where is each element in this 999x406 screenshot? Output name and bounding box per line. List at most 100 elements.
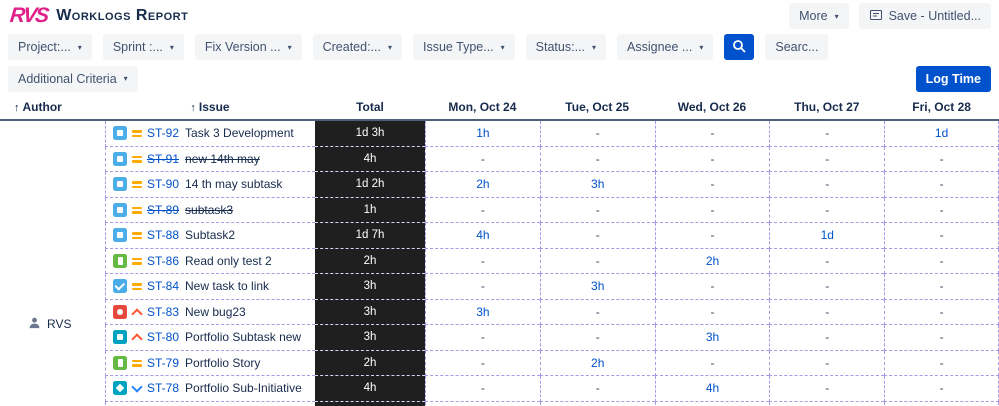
day-cell[interactable]: 3h	[539, 172, 655, 198]
issue-key-link[interactable]: ST-80	[147, 330, 180, 345]
day-cell[interactable]: -	[884, 350, 999, 376]
day-cell[interactable]: -	[769, 350, 885, 376]
day-cell[interactable]: -	[769, 197, 885, 223]
day-cell[interactable]: -	[425, 146, 540, 172]
day-cell[interactable]: -	[769, 172, 885, 198]
table-body: ST-92 Task 3 Development 1d 3h 1h - - - …	[0, 121, 999, 406]
day-cell[interactable]: -	[654, 146, 770, 172]
day-cell[interactable]: -	[425, 197, 540, 223]
issue-type-icon	[113, 126, 127, 141]
additional-criteria-button[interactable]: Additional Criteria ▾	[8, 65, 138, 92]
issue-key-link[interactable]: ST-88	[147, 228, 180, 243]
day-cell[interactable]: -	[769, 274, 885, 300]
chevron-down-icon: ▾	[592, 42, 597, 52]
day-cell[interactable]: -	[654, 197, 770, 223]
day-cell[interactable]: -	[769, 325, 885, 351]
day-cell[interactable]: -	[539, 376, 655, 402]
filter-label: Sprint :...	[112, 40, 163, 54]
day-cell[interactable]: -	[654, 223, 770, 249]
priority-icon	[131, 178, 143, 190]
day-cell[interactable]: -	[539, 121, 655, 147]
column-header-total: Total	[356, 100, 384, 114]
priority-icon	[131, 153, 143, 165]
filter-dropdown-button[interactable]: Created:... ▾	[312, 34, 402, 60]
day-cell[interactable]: -	[884, 197, 999, 223]
day-cell[interactable]: -	[884, 146, 999, 172]
filter-dropdown-button[interactable]: Status:... ▾	[525, 34, 607, 60]
day-cell[interactable]: 2h	[425, 172, 540, 198]
save-button[interactable]: Save - Untitled...	[858, 3, 991, 29]
day-cell[interactable]: -	[539, 248, 655, 274]
issue-cell: ST-88 Subtask2	[105, 223, 315, 249]
filter-dropdown-button[interactable]: Sprint :... ▾	[102, 34, 184, 60]
column-header-issue[interactable]: ↑ Issue	[190, 100, 230, 114]
issue-key-link[interactable]: ST-89	[147, 202, 180, 217]
issue-key-link[interactable]: ST-78	[147, 381, 180, 396]
day-cell[interactable]: 4h	[425, 223, 540, 249]
priority-icon	[131, 255, 143, 267]
issue-cell: ST-86 Read only test 2	[105, 248, 315, 274]
day-cell[interactable]: 1h	[425, 121, 540, 147]
day-cell[interactable]: 4h	[654, 376, 770, 402]
issue-key-link[interactable]: ST-92	[147, 126, 180, 141]
issue-key-link[interactable]: ST-79	[147, 355, 180, 370]
day-cell[interactable]: -	[884, 299, 999, 325]
day-cell[interactable]: 2h	[539, 350, 655, 376]
search-button[interactable]	[724, 34, 755, 60]
day-cell[interactable]: 3h	[654, 325, 770, 351]
column-header-author[interactable]: ↑ Author	[14, 100, 62, 114]
table-row: ST-78 Portfolio Sub-Initiative 4h - - 4h…	[0, 376, 999, 402]
day-cell[interactable]: -	[539, 325, 655, 351]
day-cell[interactable]: -	[769, 121, 885, 147]
more-button[interactable]: More ▾	[789, 3, 849, 29]
filter-dropdown-button[interactable]: Project:... ▾	[8, 34, 92, 60]
day-cell[interactable]: -	[425, 376, 540, 402]
issue-cell: ST-91 new 14th may	[105, 146, 315, 172]
day-cell[interactable]: -	[425, 350, 540, 376]
day-cell[interactable]: -	[539, 197, 655, 223]
day-cell[interactable]: -	[884, 325, 999, 351]
day-cell[interactable]: -	[884, 274, 999, 300]
day-cell[interactable]: -	[884, 223, 999, 249]
day-cell[interactable]: -	[884, 172, 999, 198]
filter-dropdown-button[interactable]: Issue Type... ▾	[413, 34, 515, 60]
table-row: ST-83 New bug23 3h 3h - - - -	[0, 299, 999, 325]
issue-key-link[interactable]: ST-83	[147, 304, 180, 319]
day-cell[interactable]: -	[769, 376, 885, 402]
issue-key-link[interactable]: ST-90	[147, 177, 180, 192]
more-button-label: More	[799, 9, 828, 23]
priority-icon	[131, 331, 143, 343]
day-cell[interactable]: -	[884, 376, 999, 402]
issue-key-link[interactable]: ST-86	[147, 253, 180, 268]
day-cell[interactable]: -	[654, 350, 770, 376]
day-cell[interactable]: 3h	[425, 299, 540, 325]
issue-key-link[interactable]: ST-91	[147, 151, 180, 166]
filter-dropdown-button[interactable]: Assignee ... ▾	[617, 34, 714, 60]
day-cell[interactable]: -	[425, 248, 540, 274]
search-text-button[interactable]: Searc...	[765, 34, 829, 60]
table-row: ST-86 Read only test 2 2h - - 2h - -	[0, 248, 999, 274]
day-cell[interactable]: -	[769, 299, 885, 325]
day-cell[interactable]: -	[539, 223, 655, 249]
filter-dropdown-button[interactable]: Fix Version ... ▾	[194, 34, 302, 60]
save-icon	[869, 8, 883, 25]
day-cell[interactable]: -	[425, 274, 540, 300]
day-cell[interactable]: -	[425, 325, 540, 351]
day-cell[interactable]: -	[769, 146, 885, 172]
day-cell[interactable]: 1d	[769, 223, 885, 249]
day-cell[interactable]: 1d	[884, 121, 999, 147]
total-cell: 1d 2h	[315, 172, 425, 198]
priority-icon	[131, 280, 143, 292]
day-cell[interactable]: -	[539, 146, 655, 172]
issue-key-link[interactable]: ST-84	[147, 279, 180, 294]
day-cell[interactable]: -	[654, 274, 770, 300]
day-cell[interactable]: -	[654, 299, 770, 325]
day-cell[interactable]: 2h	[654, 248, 770, 274]
day-cell[interactable]: -	[654, 172, 770, 198]
log-time-button[interactable]: Log Time	[915, 65, 991, 92]
day-cell[interactable]: -	[884, 248, 999, 274]
day-cell[interactable]: -	[654, 121, 770, 147]
day-cell[interactable]: -	[769, 248, 885, 274]
day-cell[interactable]: 3h	[539, 274, 655, 300]
day-cell[interactable]: -	[539, 299, 655, 325]
